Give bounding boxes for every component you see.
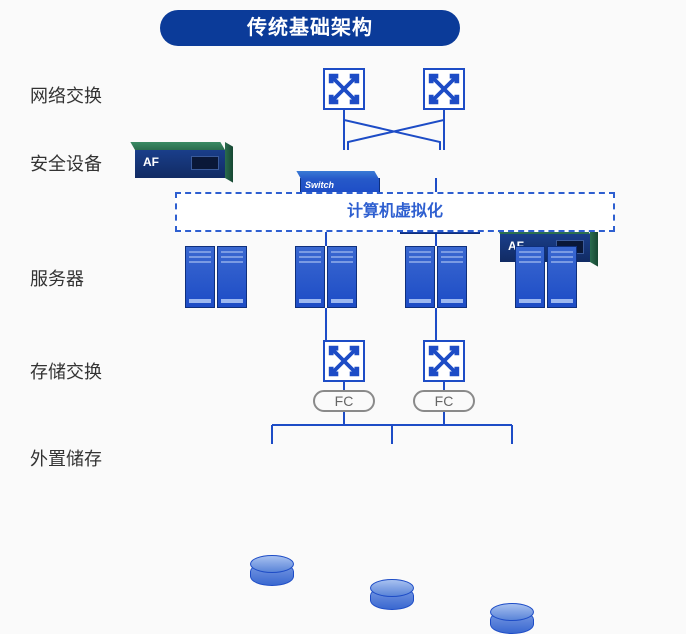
server-icon: [515, 246, 577, 308]
storage-switch-icon: [323, 340, 365, 382]
firewall-device: AF: [135, 150, 225, 178]
af-label: AF: [143, 155, 159, 169]
virtualization-box: 计算机虚拟化: [175, 192, 615, 232]
row-label-security: 安全设备: [30, 150, 102, 176]
network-switch-icon: [423, 68, 465, 110]
storage-disk-icon: [370, 586, 414, 610]
server-icon: [295, 246, 357, 308]
row-label-storage-switch: 存储交换: [30, 358, 102, 384]
row-label-server: 服务器: [30, 265, 84, 291]
storage-disk-icon: [250, 562, 294, 586]
storage-switch-icon: [423, 340, 465, 382]
row-label-network-switch: 网络交换: [30, 82, 102, 108]
network-switch-icon: [323, 68, 365, 110]
fc-label-pill: FC: [313, 390, 375, 412]
storage-disk-icon: [490, 610, 534, 634]
switch-label: Switch: [305, 180, 334, 190]
server-icon: [185, 246, 247, 308]
fc-label-pill: FC: [413, 390, 475, 412]
server-icon: [405, 246, 467, 308]
row-label-external-storage: 外置储存: [30, 445, 102, 471]
diagram-title: 传统基础架构: [160, 10, 460, 46]
